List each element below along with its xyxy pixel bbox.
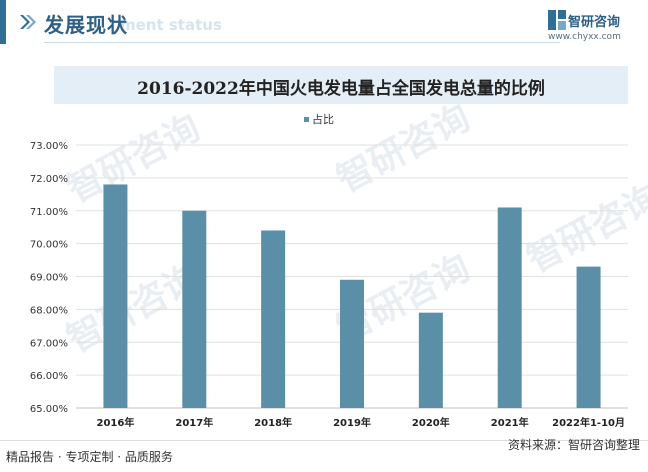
double-chevron-icon (20, 15, 36, 29)
y-tick-label: 73.00% (30, 141, 68, 152)
y-tick-label: 72.00% (30, 174, 68, 185)
y-tick-label: 67.00% (30, 338, 68, 349)
x-tick-label: 2020年 (412, 416, 450, 429)
logo-url: www.chyxx.com (548, 32, 621, 42)
x-tick-label: 2019年 (333, 416, 371, 429)
bar (182, 210, 207, 408)
y-tick-label: 69.00% (30, 273, 68, 284)
bar (103, 184, 128, 408)
page-title: 发展现状 (44, 13, 128, 37)
x-tick-label: 2021年 (491, 416, 529, 429)
header-divider (44, 42, 560, 43)
bar (340, 279, 364, 408)
footer-slogan: 精品报告 · 专项定制 · 品质服务 (6, 450, 173, 464)
header-accent-bar (0, 0, 6, 44)
source-note: 资料来源：智研咨询整理 (507, 438, 640, 452)
y-tick-label: 68.00% (30, 305, 68, 316)
x-tick-label: 2017年 (175, 416, 213, 429)
x-tick-label: 2018年 (254, 416, 292, 429)
header-subtitle: ment status (120, 16, 222, 34)
y-tick-label: 71.00% (30, 207, 68, 218)
logo-name: 智研咨询 (568, 15, 621, 30)
brand-logo: 智研咨询 www.chyxx.com (548, 8, 638, 44)
footer: 精品报告 · 专项定制 · 品质服务 (0, 440, 648, 472)
legend-label: 占比 (312, 112, 334, 126)
bar (576, 266, 601, 408)
y-tick-label: 65.00% (30, 404, 68, 415)
x-tick-label: 2016年 (97, 416, 135, 429)
footer-divider (0, 440, 648, 441)
chart-title: 2016-2022年中国火电发电量占全国发电总量的比例 (137, 79, 545, 99)
bar (418, 312, 443, 408)
y-tick-label: 66.00% (30, 371, 68, 382)
bar (497, 207, 522, 408)
bar-chart: 65.00% 66.00% 67.00% 68.00% 69.00% 70.00% 71.0… (30, 112, 628, 429)
legend-swatch (304, 117, 309, 122)
section-header: ment status 发展现状 智研咨询 www.chyxx.com (0, 0, 648, 44)
y-tick-label: 70.00% (30, 240, 68, 251)
chart-title-box: 2016-2022年中国火电发电量占全国发电总量的比例 (54, 66, 628, 104)
logo-icon (548, 10, 566, 30)
x-tick-label: 2022年1-10月 (552, 416, 625, 429)
bar (261, 230, 286, 408)
